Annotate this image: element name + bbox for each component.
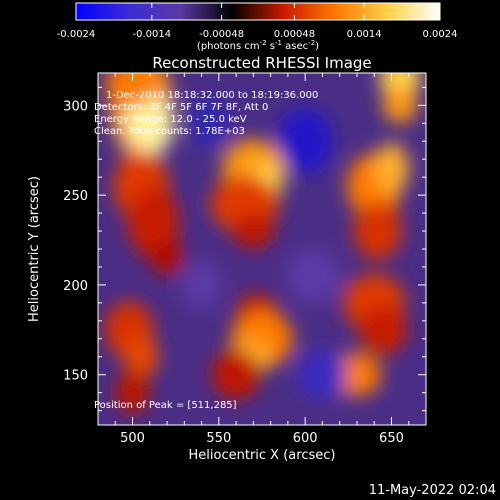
colorbar-tick-label: 0.0014 (347, 29, 382, 40)
heatmap-blob (149, 240, 185, 276)
colorbar-tick-label: 0.0024 (423, 29, 458, 40)
heatmap-blob (211, 349, 261, 400)
annotation-line: Energy Range: 12.0 - 25.0 keV (94, 114, 247, 125)
x-axis-ticks: 500 550 600 650 (97, 73, 427, 446)
y-tick-label: 150 (63, 369, 88, 384)
heatmap-blob (127, 186, 180, 258)
colorbar (75, 2, 441, 21)
colorbar-tick-label: -0.0024 (57, 29, 96, 40)
heatmap-blob (374, 143, 409, 194)
annotation-line: 1-Dec-2010 18:18:32.000 to 18:19:36.000 (106, 90, 318, 101)
chart-title: Reconstructed RHESSI Image (152, 54, 371, 72)
heatmap-blob (298, 349, 347, 400)
y-tick-label: 250 (63, 189, 88, 204)
peak-position-label: Position of Peak = [511,285] (94, 400, 237, 411)
x-tick-label: 550 (206, 431, 231, 446)
annotation-line: Clean. Total counts: 1.78E+03 (94, 126, 245, 137)
x-tick-label: 600 (293, 431, 318, 446)
heatmap-blob (115, 371, 150, 415)
heatmap-blob (382, 87, 418, 124)
colorbar-units-label: (photons cm-2 s-1 asec-2) (197, 39, 319, 52)
y-axis-ticks: 150 200 250 300 (63, 86, 426, 412)
y-axis-label: Heliocentric Y (arcsec) (27, 176, 42, 322)
heatmap-image (98, 73, 426, 425)
colorbar-ticks (75, 3, 441, 20)
heatmap-blob (353, 202, 402, 260)
heatmap-blob (125, 90, 174, 156)
heatmap-blob (180, 259, 223, 311)
heatmap-blob (358, 304, 408, 355)
heatmap-blob (189, 98, 231, 149)
heatmap-blob (277, 108, 333, 174)
heatmap-blob (232, 213, 275, 249)
colorbar-tick-label: -0.00048 (199, 29, 244, 40)
x-axis-label: Heliocentric X (arcsec) (189, 448, 336, 463)
x-tick-label: 650 (379, 431, 404, 446)
heatmap-blob (286, 247, 342, 305)
annotations: 1-Dec-2010 18:18:32.000 to 18:19:36.000D… (94, 90, 318, 137)
colorbar-tick-labels: -0.0024 -0.0014 -0.00048 0.00048 0.0014 0.002… (57, 29, 458, 40)
heatmap-blob (104, 73, 161, 106)
colorbar-tick-label: 0.00048 (274, 29, 315, 40)
footer-date: 11-May-2022 02:04 (369, 483, 496, 498)
y-tick-label: 300 (63, 99, 88, 114)
y-tick-label: 200 (63, 279, 88, 294)
x-tick-label: 500 (120, 431, 145, 446)
heatmap-blob (123, 335, 159, 379)
heatmap-blob (332, 353, 382, 397)
colorbar-tick-label: -0.0014 (133, 29, 172, 40)
heatmap-blobs (104, 73, 421, 415)
annotation-line: Detectors: 3F 4F 5F 6F 7F 8F, Att 0 (94, 102, 268, 113)
